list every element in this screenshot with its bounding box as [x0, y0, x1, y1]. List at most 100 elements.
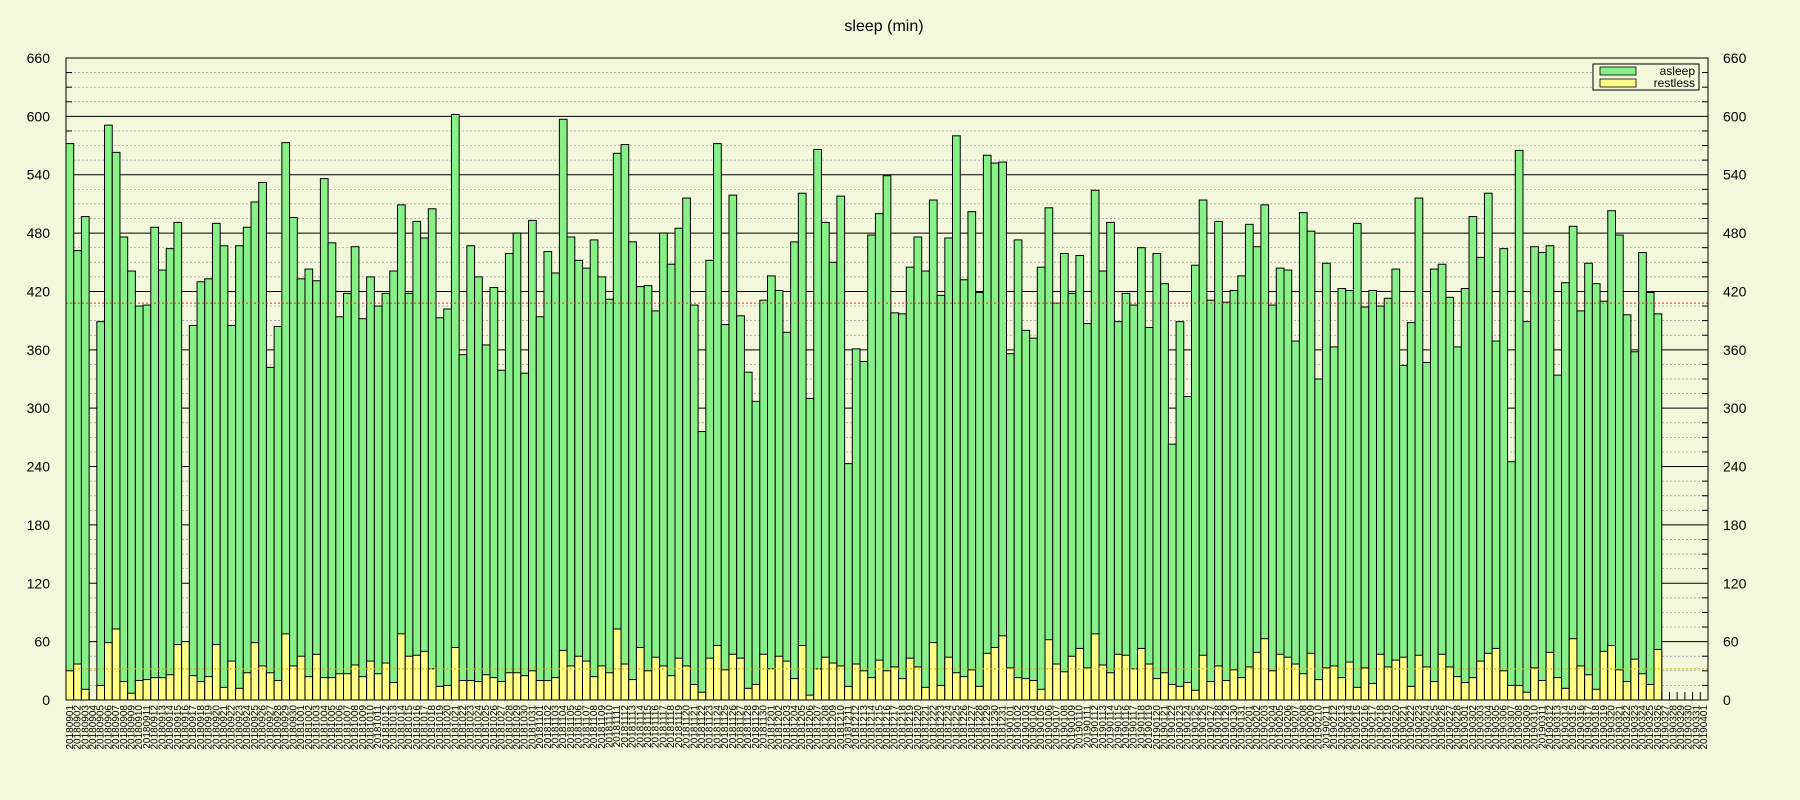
x-tick-label: 20181204	[789, 705, 800, 750]
bar-asleep	[628, 241, 637, 701]
x-tick-label: 20181025	[481, 705, 492, 750]
x-tick-label: 20190113	[1098, 705, 1109, 749]
bar-restless	[682, 665, 691, 701]
x-tick-label: 20180917	[188, 705, 199, 750]
x-tick-label: 20190307	[1506, 705, 1517, 750]
bar-restless	[304, 676, 314, 701]
x-tick-label: 20181108	[589, 705, 600, 749]
bar-asleep	[1445, 296, 1455, 701]
bar-asleep	[1214, 220, 1223, 701]
bar-asleep	[319, 178, 329, 701]
bar-asleep	[874, 213, 884, 701]
bar-restless	[1607, 645, 1616, 701]
bar-asleep	[620, 144, 630, 701]
x-tick-label: 20181003	[312, 705, 323, 750]
bar-restless	[967, 669, 977, 701]
bar-asleep	[1029, 337, 1038, 701]
x-tick-label: 20181213	[859, 705, 870, 750]
x-tick-label: 20190204	[1267, 705, 1278, 750]
bar-asleep	[1291, 340, 1300, 701]
x-tick-label: 20180925	[250, 705, 261, 750]
x-tick-label: 20180922	[227, 705, 238, 750]
bar-asleep	[104, 124, 113, 701]
y-tick-label-right: 420	[1723, 283, 1747, 299]
x-tick-label: 20190114	[1106, 705, 1117, 749]
bar-restless	[466, 680, 476, 701]
bar-restless	[651, 656, 661, 701]
bar-restless	[805, 694, 815, 701]
bar-asleep	[558, 118, 568, 701]
bar-asleep	[836, 195, 846, 701]
x-tick-label: 20181212	[851, 705, 862, 750]
x-tick-label: 20190326	[1653, 705, 1664, 750]
bar-restless	[975, 685, 984, 701]
legend-swatch-restless	[1599, 78, 1637, 88]
bar-restless	[165, 674, 175, 701]
x-tick-label: 20180927	[265, 705, 276, 750]
x-tick-label: 20181012	[381, 705, 392, 750]
bar-asleep	[759, 299, 769, 701]
x-tick-label: 20190216	[1360, 705, 1371, 750]
bar-asleep	[1314, 378, 1324, 701]
x-tick-label: 20181120	[682, 705, 693, 749]
x-tick-label: 20181009	[358, 705, 369, 750]
x-tick-label: 20190227	[1445, 705, 1456, 750]
bar-restless	[689, 683, 699, 701]
x-tick-label: 20181118	[666, 705, 677, 748]
y-tick-label-left: 180	[27, 517, 51, 533]
x-tick-label: 20181017	[419, 705, 430, 750]
bar-restless	[620, 663, 630, 701]
bar-restless	[1090, 633, 1100, 701]
bar-restless	[782, 660, 792, 701]
bar-asleep	[959, 279, 969, 701]
bar-restless	[335, 673, 345, 701]
bar-restless	[1638, 673, 1647, 701]
bar-asleep	[975, 291, 984, 701]
bar-asleep	[1337, 288, 1347, 701]
bar-asleep	[1507, 461, 1516, 701]
bar-restless	[1291, 663, 1300, 701]
bar-asleep	[1414, 197, 1424, 701]
x-tick-label: 20180918	[196, 705, 207, 750]
bar-asleep	[296, 278, 306, 701]
bar-restless	[1352, 686, 1362, 701]
x-tick-label: 20181112	[620, 705, 631, 748]
bar-asleep	[1553, 374, 1563, 701]
x-tick-label: 20181225	[951, 705, 962, 750]
bar-asleep	[1329, 346, 1339, 701]
x-tick-label: 20181015	[404, 705, 415, 750]
x-tick-label: 20181115	[643, 705, 654, 748]
bar-asleep	[1437, 263, 1447, 701]
bar-restless	[458, 680, 468, 701]
x-tick-label: 20190104	[1028, 705, 1039, 750]
x-tick-label: 20190122	[1167, 705, 1178, 750]
bar-asleep	[967, 211, 977, 701]
x-tick-label: 20181116	[651, 705, 662, 748]
x-tick-label: 20181109	[597, 705, 608, 749]
x-tick-label: 20190206	[1283, 705, 1294, 750]
bar-restless	[1306, 652, 1316, 701]
x-tick-label: 20181028	[504, 705, 515, 750]
bar-asleep	[1013, 239, 1023, 701]
bar-asleep	[666, 263, 676, 701]
x-tick-label: 20190321	[1614, 705, 1625, 750]
bar-restless	[111, 628, 121, 701]
x-tick-label: 20190310	[1530, 705, 1541, 750]
bar-restless	[273, 680, 283, 701]
x-tick-label: 20181123	[705, 705, 716, 749]
x-tick-label: 20190212	[1329, 705, 1340, 750]
bar-restless	[844, 685, 853, 701]
x-tick-label: 20190208	[1298, 705, 1309, 750]
bar-restless	[566, 665, 576, 701]
bar-asleep	[1607, 210, 1616, 701]
bar-restless	[358, 676, 368, 701]
x-tick-label: 20181019	[435, 705, 446, 750]
x-tick-label: 20181114	[635, 705, 646, 748]
bar-asleep	[458, 354, 468, 701]
bar-asleep	[450, 113, 460, 701]
x-tick-label: 20190131	[1237, 705, 1248, 750]
bar-asleep	[1144, 326, 1154, 701]
bar-restless	[1268, 670, 1277, 701]
bar-restless	[1298, 673, 1308, 701]
x-tick-label: 20190124	[1183, 705, 1194, 750]
